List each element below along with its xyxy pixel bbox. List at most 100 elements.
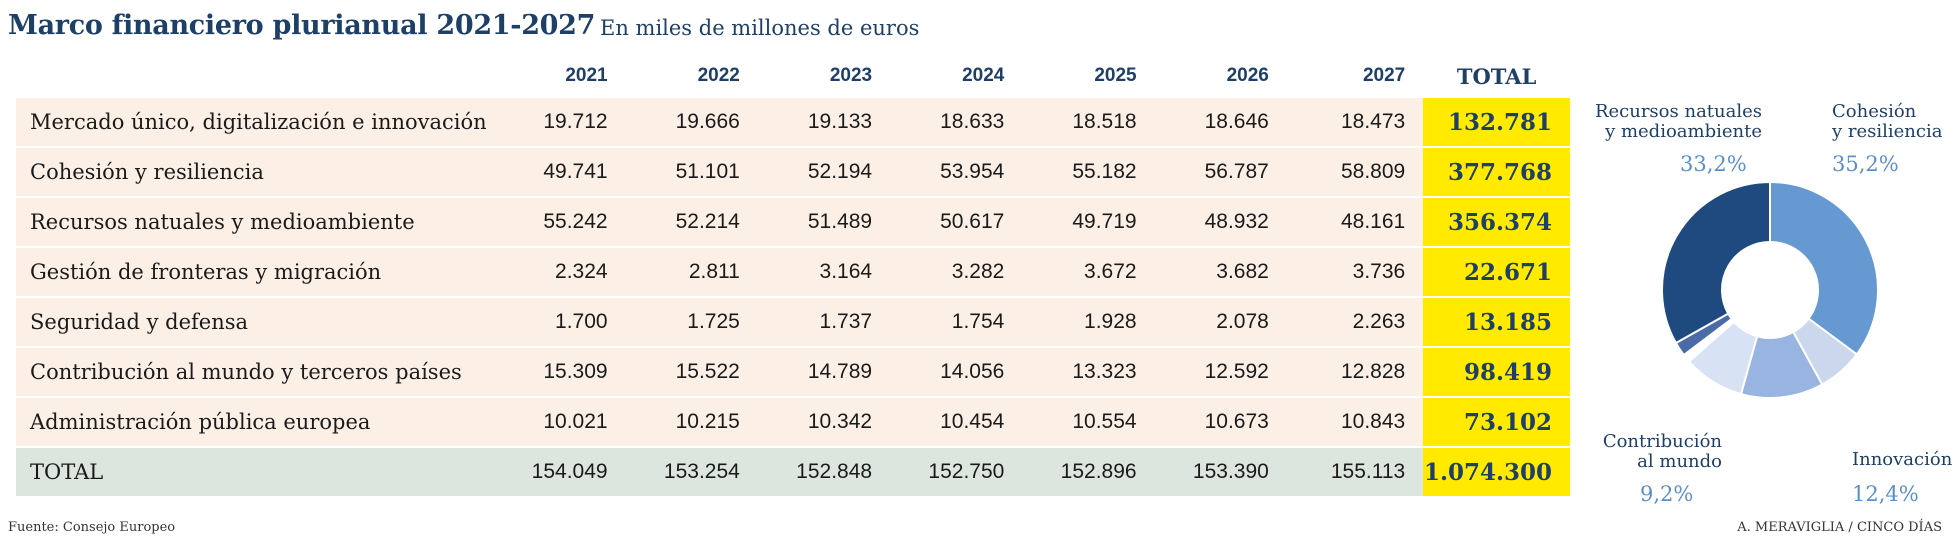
value-cell: 10.554 xyxy=(1022,397,1155,448)
header-year: 2024 xyxy=(962,65,1005,86)
row-total-cell: 356.374 xyxy=(1423,197,1570,248)
value-cell: 18.473 xyxy=(1286,98,1424,148)
value-cell: 2.324 xyxy=(491,247,626,298)
slice-percent: 35,2% xyxy=(1832,152,1899,176)
table-row: Mercado único, digitalización e innovaci… xyxy=(16,98,1570,148)
value-cell: 51.101 xyxy=(625,147,758,198)
slice-label-line: al mundo xyxy=(1637,451,1722,472)
row-total-cell: 73.102 xyxy=(1423,397,1570,448)
value-cell: 58.809 xyxy=(1286,147,1424,198)
value-cell: 14.789 xyxy=(757,347,891,398)
slice-label: Innovación xyxy=(1852,450,1952,470)
value-cell: 10.021 xyxy=(491,397,626,448)
table-row: Gestión de fronteras y migración 2.324 2.8… xyxy=(16,247,1570,298)
value-cell: 53.954 xyxy=(890,147,1023,198)
slice-label-line: Contribución xyxy=(1602,431,1722,452)
value-cell: 12.592 xyxy=(1154,347,1287,398)
grand-total-value: 152.896 xyxy=(1022,447,1155,498)
grand-total-sum: 1.074.300 xyxy=(1423,447,1570,498)
table-row: Administración pública europea 10.021 10.2… xyxy=(16,397,1570,448)
header-year: 2027 xyxy=(1362,65,1406,86)
slice-label: Contribución al mundo xyxy=(1580,432,1722,472)
slice-percent: 12,4% xyxy=(1852,482,1919,506)
value-cell: 15.522 xyxy=(625,347,758,398)
row-label: Recursos natuales y medioambiente xyxy=(16,197,492,248)
row-total-cell: 132.781 xyxy=(1423,98,1570,148)
chart-title: Marco financiero plurianual 2021-2027 xyxy=(8,10,596,41)
row-label: Contribución al mundo y terceros países xyxy=(16,347,492,398)
donut-chart: Cohesión y resiliencia 35,2% Innovación 12,4… xyxy=(1580,90,1960,520)
grand-total-value: 152.750 xyxy=(890,447,1023,498)
value-cell: 10.673 xyxy=(1154,397,1287,448)
value-cell: 48.932 xyxy=(1154,197,1287,248)
budget-table-container: 2021 2022 2023 2024 2025 2026 2027 TOTAL… xyxy=(16,54,1570,498)
value-cell: 1.700 xyxy=(491,297,626,348)
value-cell: 10.342 xyxy=(757,397,891,448)
row-total-cell: 377.768 xyxy=(1423,147,1570,198)
grand-total-value: 153.390 xyxy=(1154,447,1287,498)
value-cell: 49.719 xyxy=(1022,197,1155,248)
header-total: TOTAL xyxy=(1456,63,1537,89)
slice-label-line: y resiliencia xyxy=(1832,121,1943,142)
header-year: 2023 xyxy=(829,65,873,86)
value-cell: 50.617 xyxy=(890,197,1023,248)
credit-note: A. MERAVIGLIA / CINCO DÍAS xyxy=(1737,520,1942,535)
value-cell: 49.741 xyxy=(491,147,626,198)
value-cell: 2.078 xyxy=(1154,297,1287,348)
row-label: Gestión de fronteras y migración xyxy=(16,247,492,298)
value-cell: 1.725 xyxy=(625,297,758,348)
value-cell: 12.828 xyxy=(1286,347,1424,398)
slice-percent: 33,2% xyxy=(1680,152,1747,176)
value-cell: 15.309 xyxy=(491,347,626,398)
value-cell: 51.489 xyxy=(757,197,891,248)
value-cell: 18.646 xyxy=(1154,98,1287,148)
row-label: Mercado único, digitalización e innovaci… xyxy=(16,98,492,148)
value-cell: 14.056 xyxy=(890,347,1023,398)
header-row: 2021 2022 2023 2024 2025 2026 2027 TOTAL xyxy=(16,54,1570,98)
grand-total-row: TOTAL 154.049 153.254 152.848 152.750 152.896… xyxy=(16,447,1570,498)
value-cell: 3.164 xyxy=(757,247,891,298)
value-cell: 52.214 xyxy=(625,197,758,248)
value-cell: 18.518 xyxy=(1022,98,1155,148)
value-cell: 2.811 xyxy=(625,247,758,298)
table-row: Cohesión y resiliencia 49.741 51.101 52.194… xyxy=(16,147,1570,198)
header-label-cell xyxy=(16,54,491,98)
row-label: Seguridad y defensa xyxy=(16,297,492,348)
row-label: Administración pública europea xyxy=(16,397,492,448)
slice-label-line: Recursos natuales xyxy=(1594,101,1762,122)
value-cell: 3.736 xyxy=(1286,247,1424,298)
value-cell: 10.843 xyxy=(1286,397,1424,448)
donut-slice xyxy=(1769,180,1879,356)
budget-table: 2021 2022 2023 2024 2025 2026 2027 TOTAL… xyxy=(16,54,1570,498)
grand-total-value: 153.254 xyxy=(625,447,758,498)
value-cell: 3.682 xyxy=(1154,247,1287,298)
header-year: 2026 xyxy=(1226,65,1269,86)
header-year: 2022 xyxy=(697,65,740,86)
value-cell: 10.215 xyxy=(625,397,758,448)
value-cell: 10.454 xyxy=(890,397,1023,448)
donut-slice xyxy=(1661,180,1771,345)
grand-total-value: 152.848 xyxy=(757,447,891,498)
slice-label-line: Innovación xyxy=(1852,449,1953,470)
header-year: 2025 xyxy=(1094,65,1137,86)
value-cell: 56.787 xyxy=(1154,147,1287,198)
value-cell: 19.133 xyxy=(757,98,891,148)
value-cell: 55.242 xyxy=(491,197,626,248)
slice-label: Cohesión y resiliencia xyxy=(1832,102,1942,142)
slice-label-line: y medioambiente xyxy=(1605,121,1762,142)
value-cell: 19.666 xyxy=(625,98,758,148)
row-label: Cohesión y resiliencia xyxy=(16,147,492,198)
value-cell: 1.928 xyxy=(1022,297,1155,348)
table-row: Seguridad y defensa 1.700 1.725 1.737 1.754 1… xyxy=(16,297,1570,348)
value-cell: 2.263 xyxy=(1286,297,1424,348)
slice-percent: 9,2% xyxy=(1640,482,1694,506)
table-row: Contribución al mundo y terceros países 1… xyxy=(16,347,1570,398)
grand-total-value: 155.113 xyxy=(1286,447,1424,498)
source-note: Fuente: Consejo Europeo xyxy=(8,520,176,535)
row-total-cell: 98.419 xyxy=(1423,347,1570,398)
grand-total-label: TOTAL xyxy=(16,447,492,498)
value-cell: 13.323 xyxy=(1022,347,1155,398)
value-cell: 55.182 xyxy=(1022,147,1155,198)
value-cell: 48.161 xyxy=(1286,197,1424,248)
row-total-cell: 13.185 xyxy=(1423,297,1570,348)
